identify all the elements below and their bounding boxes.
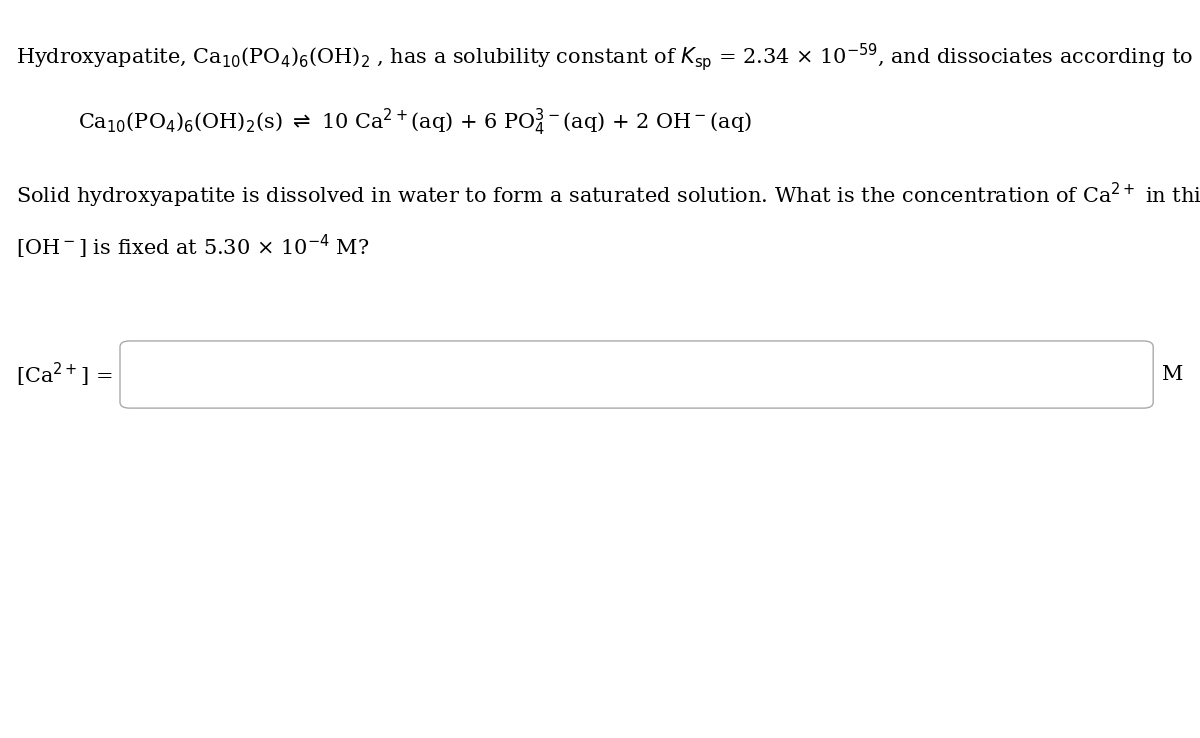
Text: Solid hydroxyapatite is dissolved in water to form a saturated solution. What is: Solid hydroxyapatite is dissolved in wat… xyxy=(16,181,1200,210)
Text: [Ca$^{2+}$] =: [Ca$^{2+}$] = xyxy=(16,360,113,389)
Text: M: M xyxy=(1162,365,1183,384)
Text: [OH$^-$] is fixed at 5.30 × 10$^{-4}$ M?: [OH$^-$] is fixed at 5.30 × 10$^{-4}$ M? xyxy=(16,232,368,261)
Text: Ca$_{10}$(PO$_4$)$_6$(OH)$_2$(s) $\rightleftharpoons$ 10 Ca$^{2+}$(aq) + 6 PO$_4: Ca$_{10}$(PO$_4$)$_6$(OH)$_2$(s) $\right… xyxy=(78,107,752,138)
Text: Hydroxyapatite, Ca$_{10}$(PO$_4$)$_6$(OH)$_2$ , has a solubility constant of $K_: Hydroxyapatite, Ca$_{10}$(PO$_4$)$_6$(OH… xyxy=(16,41,1193,72)
FancyBboxPatch shape xyxy=(120,341,1153,408)
